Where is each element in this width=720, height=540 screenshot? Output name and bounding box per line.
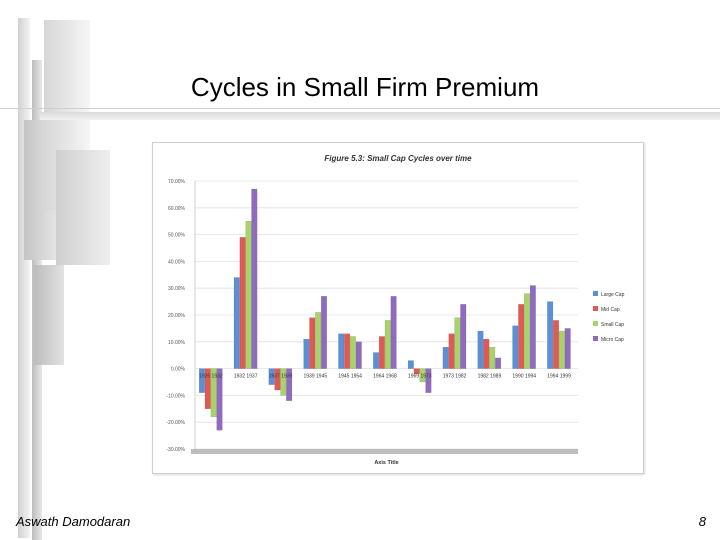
footer-author: Aswath Damodaran <box>16 514 131 529</box>
bar <box>460 304 467 369</box>
bar <box>477 330 484 369</box>
bar <box>558 330 565 369</box>
legend-label: Mid Cap <box>601 307 620 313</box>
chart-title: Figure 5.3: Small Cap Cycles over time <box>324 154 472 163</box>
bar <box>529 285 536 369</box>
bar <box>489 346 496 369</box>
legend-swatch <box>593 291 598 296</box>
legend-swatch <box>593 321 598 326</box>
title-rule <box>40 112 720 120</box>
bar <box>274 368 281 391</box>
bar <box>524 293 531 369</box>
x-category-label: 1939 1945 <box>304 374 328 380</box>
legend-label: Small Cap <box>601 322 624 328</box>
decorative-bar <box>18 18 30 538</box>
y-tick-label: -20.00% <box>166 420 185 426</box>
bar <box>355 341 362 369</box>
legend-label: Micro Cap <box>601 337 624 343</box>
bar <box>425 368 432 393</box>
bar <box>204 368 211 410</box>
y-tick-label: 50.00% <box>168 233 186 239</box>
bar <box>448 333 455 369</box>
bar <box>239 237 246 369</box>
y-tick-label: 0.00% <box>171 367 186 373</box>
bar <box>518 304 525 369</box>
x-category-label: 1937 1939 <box>269 374 293 380</box>
bar <box>245 220 252 369</box>
y-tick-label: 30.00% <box>168 286 186 292</box>
bar <box>419 368 426 383</box>
bar <box>483 338 490 369</box>
x-category-label: 1990 1994 <box>512 374 536 380</box>
x-category-label: 1926 1932 <box>199 374 223 380</box>
bar <box>286 368 293 401</box>
bar <box>268 368 275 385</box>
bar <box>373 352 380 369</box>
bar <box>251 188 258 369</box>
bar <box>547 301 554 369</box>
bar <box>553 320 559 369</box>
x-category-label: 1964 1968 <box>373 374 397 380</box>
bar <box>210 368 217 418</box>
decorative-bar <box>34 265 64 365</box>
bar <box>309 317 316 369</box>
chart-floor <box>191 449 578 454</box>
page-number: 8 <box>698 514 706 529</box>
x-category-label: 1994 1999 <box>547 374 571 380</box>
bar <box>349 336 356 369</box>
bar <box>512 325 519 369</box>
title-rule-line <box>0 108 720 109</box>
bar-chart: Figure 5.3: Small Cap Cycles over time 70… <box>166 154 625 466</box>
y-tick-label: 40.00% <box>168 259 186 265</box>
legend-swatch <box>593 306 598 311</box>
x-category-label: 1982 1989 <box>478 374 502 380</box>
bar <box>303 338 310 369</box>
bar <box>320 296 327 369</box>
bar <box>495 357 502 369</box>
bar <box>413 368 420 375</box>
chart-figure: Figure 5.3: Small Cap Cycles over time 70… <box>152 142 644 474</box>
x-category-label: 1932 1937 <box>234 374 258 380</box>
bar <box>378 336 385 369</box>
slide-title: Cycles in Small Firm Premium <box>190 72 540 102</box>
y-tick-label: 60.00% <box>168 206 186 212</box>
y-tick-label: 20.00% <box>168 313 186 319</box>
bar <box>198 368 205 393</box>
bar <box>390 296 397 369</box>
bar <box>344 333 351 369</box>
bar <box>407 360 414 369</box>
bar <box>564 328 571 369</box>
x-axis-title: Axis Title <box>374 460 398 466</box>
bar <box>338 333 345 369</box>
y-tick-label: 70.00% <box>168 179 186 185</box>
x-category-label: 1945 1954 <box>338 374 362 380</box>
y-tick-label: 10.00% <box>168 340 186 346</box>
bar <box>233 277 240 369</box>
bar <box>454 317 461 369</box>
bar <box>384 320 391 369</box>
bar <box>442 346 449 369</box>
bar <box>280 368 287 396</box>
bar <box>315 312 322 369</box>
bar <box>216 368 223 431</box>
y-tick-label: -10.00% <box>166 393 185 399</box>
decorative-bar <box>56 150 110 265</box>
x-category-label: 1969 1973 <box>408 374 432 380</box>
x-category-label: 1973 1982 <box>443 374 467 380</box>
y-tick-label: -30.00% <box>166 447 185 453</box>
legend-label: Large Cap <box>601 292 625 298</box>
legend-swatch <box>593 336 598 341</box>
